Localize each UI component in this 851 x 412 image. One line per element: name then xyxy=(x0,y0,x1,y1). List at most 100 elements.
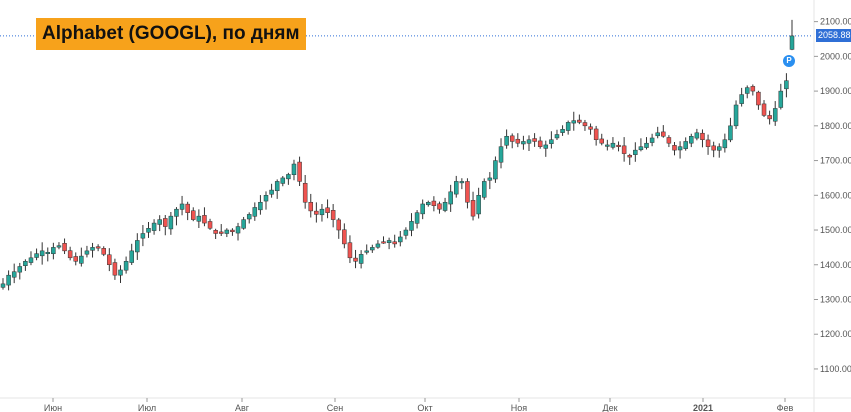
candle-body xyxy=(498,146,504,163)
candle-body xyxy=(314,210,319,215)
candle-body xyxy=(39,250,45,257)
candle-body xyxy=(168,215,174,230)
candle-body xyxy=(84,250,90,255)
candle-body xyxy=(129,250,134,263)
candle-body xyxy=(420,203,425,215)
candle-body xyxy=(577,119,582,123)
candle-body xyxy=(739,94,744,104)
candle-body xyxy=(269,189,274,195)
candle-body xyxy=(448,191,453,205)
candle-body xyxy=(627,154,632,158)
candle-body xyxy=(677,146,683,151)
candle-body xyxy=(666,137,672,144)
candle-body xyxy=(487,177,493,181)
candle-body xyxy=(207,221,213,229)
candle-body xyxy=(151,222,157,231)
event-marker-icon[interactable]: P xyxy=(783,55,795,67)
candle-body xyxy=(112,262,118,276)
candle-body xyxy=(599,138,604,144)
candle-body xyxy=(252,207,258,217)
candle-body xyxy=(655,132,660,137)
candle-body xyxy=(549,139,554,144)
candle-body xyxy=(146,228,151,233)
candle-body xyxy=(605,144,610,147)
chart-title: Alphabet (GOOGL), по дням xyxy=(36,18,306,50)
candle-body xyxy=(403,229,409,236)
candle-body xyxy=(750,86,756,92)
candle-body xyxy=(325,207,330,213)
candle-body xyxy=(224,229,230,234)
y-tick-label: 1700.00 xyxy=(820,156,851,166)
candle-body xyxy=(616,144,621,147)
x-tick-label: Дек xyxy=(602,403,617,412)
y-tick-label: 1200.00 xyxy=(820,329,851,339)
candle-body xyxy=(73,256,78,262)
candle-body xyxy=(672,145,677,151)
candle-body xyxy=(202,215,207,224)
candle-body xyxy=(90,247,95,251)
candle-body xyxy=(661,131,666,137)
candle-body xyxy=(381,241,386,244)
candle-body xyxy=(358,254,364,264)
x-tick-label: Фев xyxy=(777,403,794,412)
candle-body xyxy=(353,257,358,262)
candle-body xyxy=(101,248,106,255)
candle-body xyxy=(185,203,190,213)
candle-body xyxy=(386,240,392,243)
last-price-label: 2058.88 xyxy=(816,29,851,42)
candle-body xyxy=(610,142,616,148)
candle-body xyxy=(342,229,347,245)
y-tick-label: 1100.00 xyxy=(820,364,851,374)
x-tick-label: Июл xyxy=(138,403,156,412)
candles xyxy=(0,19,795,291)
candle-body xyxy=(0,283,6,288)
candle-body xyxy=(241,219,246,229)
candle-body xyxy=(218,231,224,234)
candle-body xyxy=(414,212,420,224)
x-tick-label: Июн xyxy=(44,403,62,412)
candle-body xyxy=(481,181,487,198)
x-tick-label: Окт xyxy=(417,403,432,412)
candle-body xyxy=(163,218,168,227)
candle-body xyxy=(62,243,67,252)
candle-body xyxy=(370,247,375,251)
candle-body xyxy=(633,149,638,155)
candle-body xyxy=(28,257,34,263)
y-tick-label: 1900.00 xyxy=(820,86,851,96)
candle-body xyxy=(700,132,705,140)
candle-body xyxy=(336,219,341,231)
candle-body xyxy=(140,233,146,239)
y-axis: 1100.00 1200.00 1300.00 1400.00 1500.00 1600.… xyxy=(813,0,851,412)
candle-body xyxy=(174,208,179,217)
candle-body xyxy=(79,255,84,264)
candle-body xyxy=(280,177,286,184)
candle-body xyxy=(722,139,728,149)
candle-body xyxy=(582,122,588,127)
candle-body xyxy=(179,203,185,210)
candle-body xyxy=(6,274,11,286)
y-tick-label: 1500.00 xyxy=(820,225,851,235)
candle-body xyxy=(638,146,644,151)
candle-body xyxy=(426,201,431,206)
candle-body xyxy=(515,138,521,144)
candle-body xyxy=(45,252,51,255)
candle-body xyxy=(459,181,465,184)
candle-body xyxy=(644,142,649,148)
candle-body xyxy=(705,139,711,147)
candle-body xyxy=(230,229,235,233)
candle-body xyxy=(476,195,481,215)
candle-body xyxy=(347,242,353,259)
candle-body xyxy=(767,115,772,120)
candle-body xyxy=(107,254,112,266)
candle-body xyxy=(784,80,789,90)
candle-body xyxy=(733,104,739,127)
candle-body xyxy=(330,210,336,220)
x-tick-label: Авг xyxy=(235,403,250,412)
candle-body xyxy=(683,141,688,149)
candle-body xyxy=(258,201,263,211)
candle-body xyxy=(17,266,23,273)
y-tick-label: 1300.00 xyxy=(820,294,851,304)
candle-body xyxy=(409,221,414,231)
candle-body xyxy=(302,182,308,203)
